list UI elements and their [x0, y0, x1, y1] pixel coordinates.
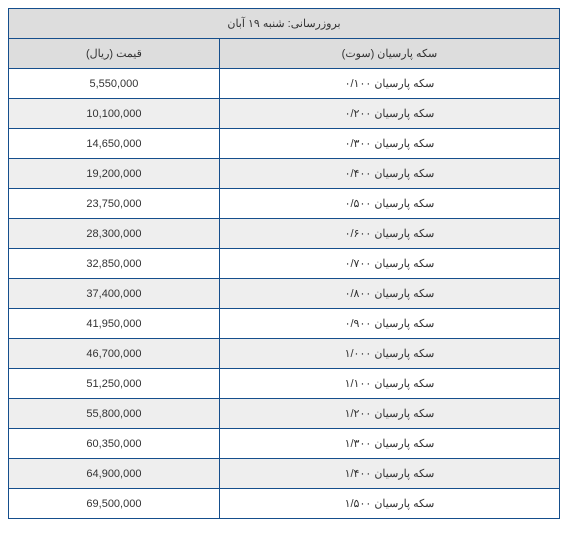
cell-name: سکه پارسیان ۱/۰۰۰ — [219, 339, 559, 369]
cell-price: 28,300,000 — [9, 219, 220, 249]
table-row: سکه پارسیان ۰/۳۰۰ 14,650,000 — [9, 129, 560, 159]
cell-price: 37,400,000 — [9, 279, 220, 309]
cell-name: سکه پارسیان ۰/۷۰۰ — [219, 249, 559, 279]
table-row: سکه پارسیان ۰/۴۰۰ 19,200,000 — [9, 159, 560, 189]
cell-name: سکه پارسیان ۱/۵۰۰ — [219, 489, 559, 519]
table-row: سکه پارسیان ۱/۴۰۰ 64,900,000 — [9, 459, 560, 489]
price-table-container: بروزرسانی: شنبه ۱۹ آبان سکه پارسیان (سوت… — [8, 8, 560, 519]
table-row: سکه پارسیان ۰/۹۰۰ 41,950,000 — [9, 309, 560, 339]
cell-name: سکه پارسیان ۱/۱۰۰ — [219, 369, 559, 399]
cell-name: سکه پارسیان ۰/۵۰۰ — [219, 189, 559, 219]
table-row: سکه پارسیان ۰/۸۰۰ 37,400,000 — [9, 279, 560, 309]
column-header-name: سکه پارسیان (سوت) — [219, 39, 559, 69]
cell-price: 23,750,000 — [9, 189, 220, 219]
table-header-row: سکه پارسیان (سوت) قیمت (ریال) — [9, 39, 560, 69]
cell-name: سکه پارسیان ۰/۶۰۰ — [219, 219, 559, 249]
table-row: سکه پارسیان ۰/۷۰۰ 32,850,000 — [9, 249, 560, 279]
cell-price: 14,650,000 — [9, 129, 220, 159]
table-row: سکه پارسیان ۱/۰۰۰ 46,700,000 — [9, 339, 560, 369]
cell-name: سکه پارسیان ۱/۲۰۰ — [219, 399, 559, 429]
cell-price: 64,900,000 — [9, 459, 220, 489]
cell-name: سکه پارسیان ۰/۱۰۰ — [219, 69, 559, 99]
cell-price: 69,500,000 — [9, 489, 220, 519]
table-title: بروزرسانی: شنبه ۱۹ آبان — [9, 9, 560, 39]
cell-name: سکه پارسیان ۰/۸۰۰ — [219, 279, 559, 309]
cell-price: 10,100,000 — [9, 99, 220, 129]
table-row: سکه پارسیان ۰/۶۰۰ 28,300,000 — [9, 219, 560, 249]
cell-price: 41,950,000 — [9, 309, 220, 339]
table-title-row: بروزرسانی: شنبه ۱۹ آبان — [9, 9, 560, 39]
table-row: سکه پارسیان ۱/۵۰۰ 69,500,000 — [9, 489, 560, 519]
table-row: سکه پارسیان ۰/۲۰۰ 10,100,000 — [9, 99, 560, 129]
table-row: سکه پارسیان ۱/۲۰۰ 55,800,000 — [9, 399, 560, 429]
table-row: سکه پارسیان ۰/۵۰۰ 23,750,000 — [9, 189, 560, 219]
table-body: سکه پارسیان ۰/۱۰۰ 5,550,000 سکه پارسیان … — [9, 69, 560, 519]
cell-price: 51,250,000 — [9, 369, 220, 399]
cell-name: سکه پارسیان ۰/۲۰۰ — [219, 99, 559, 129]
cell-price: 19,200,000 — [9, 159, 220, 189]
cell-name: سکه پارسیان ۱/۴۰۰ — [219, 459, 559, 489]
price-table: بروزرسانی: شنبه ۱۹ آبان سکه پارسیان (سوت… — [8, 8, 560, 519]
cell-price: 5,550,000 — [9, 69, 220, 99]
cell-price: 55,800,000 — [9, 399, 220, 429]
cell-price: 60,350,000 — [9, 429, 220, 459]
table-row: سکه پارسیان ۱/۳۰۰ 60,350,000 — [9, 429, 560, 459]
column-header-price: قیمت (ریال) — [9, 39, 220, 69]
table-row: سکه پارسیان ۱/۱۰۰ 51,250,000 — [9, 369, 560, 399]
cell-price: 46,700,000 — [9, 339, 220, 369]
cell-name: سکه پارسیان ۰/۹۰۰ — [219, 309, 559, 339]
cell-name: سکه پارسیان ۱/۳۰۰ — [219, 429, 559, 459]
cell-price: 32,850,000 — [9, 249, 220, 279]
cell-name: سکه پارسیان ۰/۳۰۰ — [219, 129, 559, 159]
table-row: سکه پارسیان ۰/۱۰۰ 5,550,000 — [9, 69, 560, 99]
cell-name: سکه پارسیان ۰/۴۰۰ — [219, 159, 559, 189]
